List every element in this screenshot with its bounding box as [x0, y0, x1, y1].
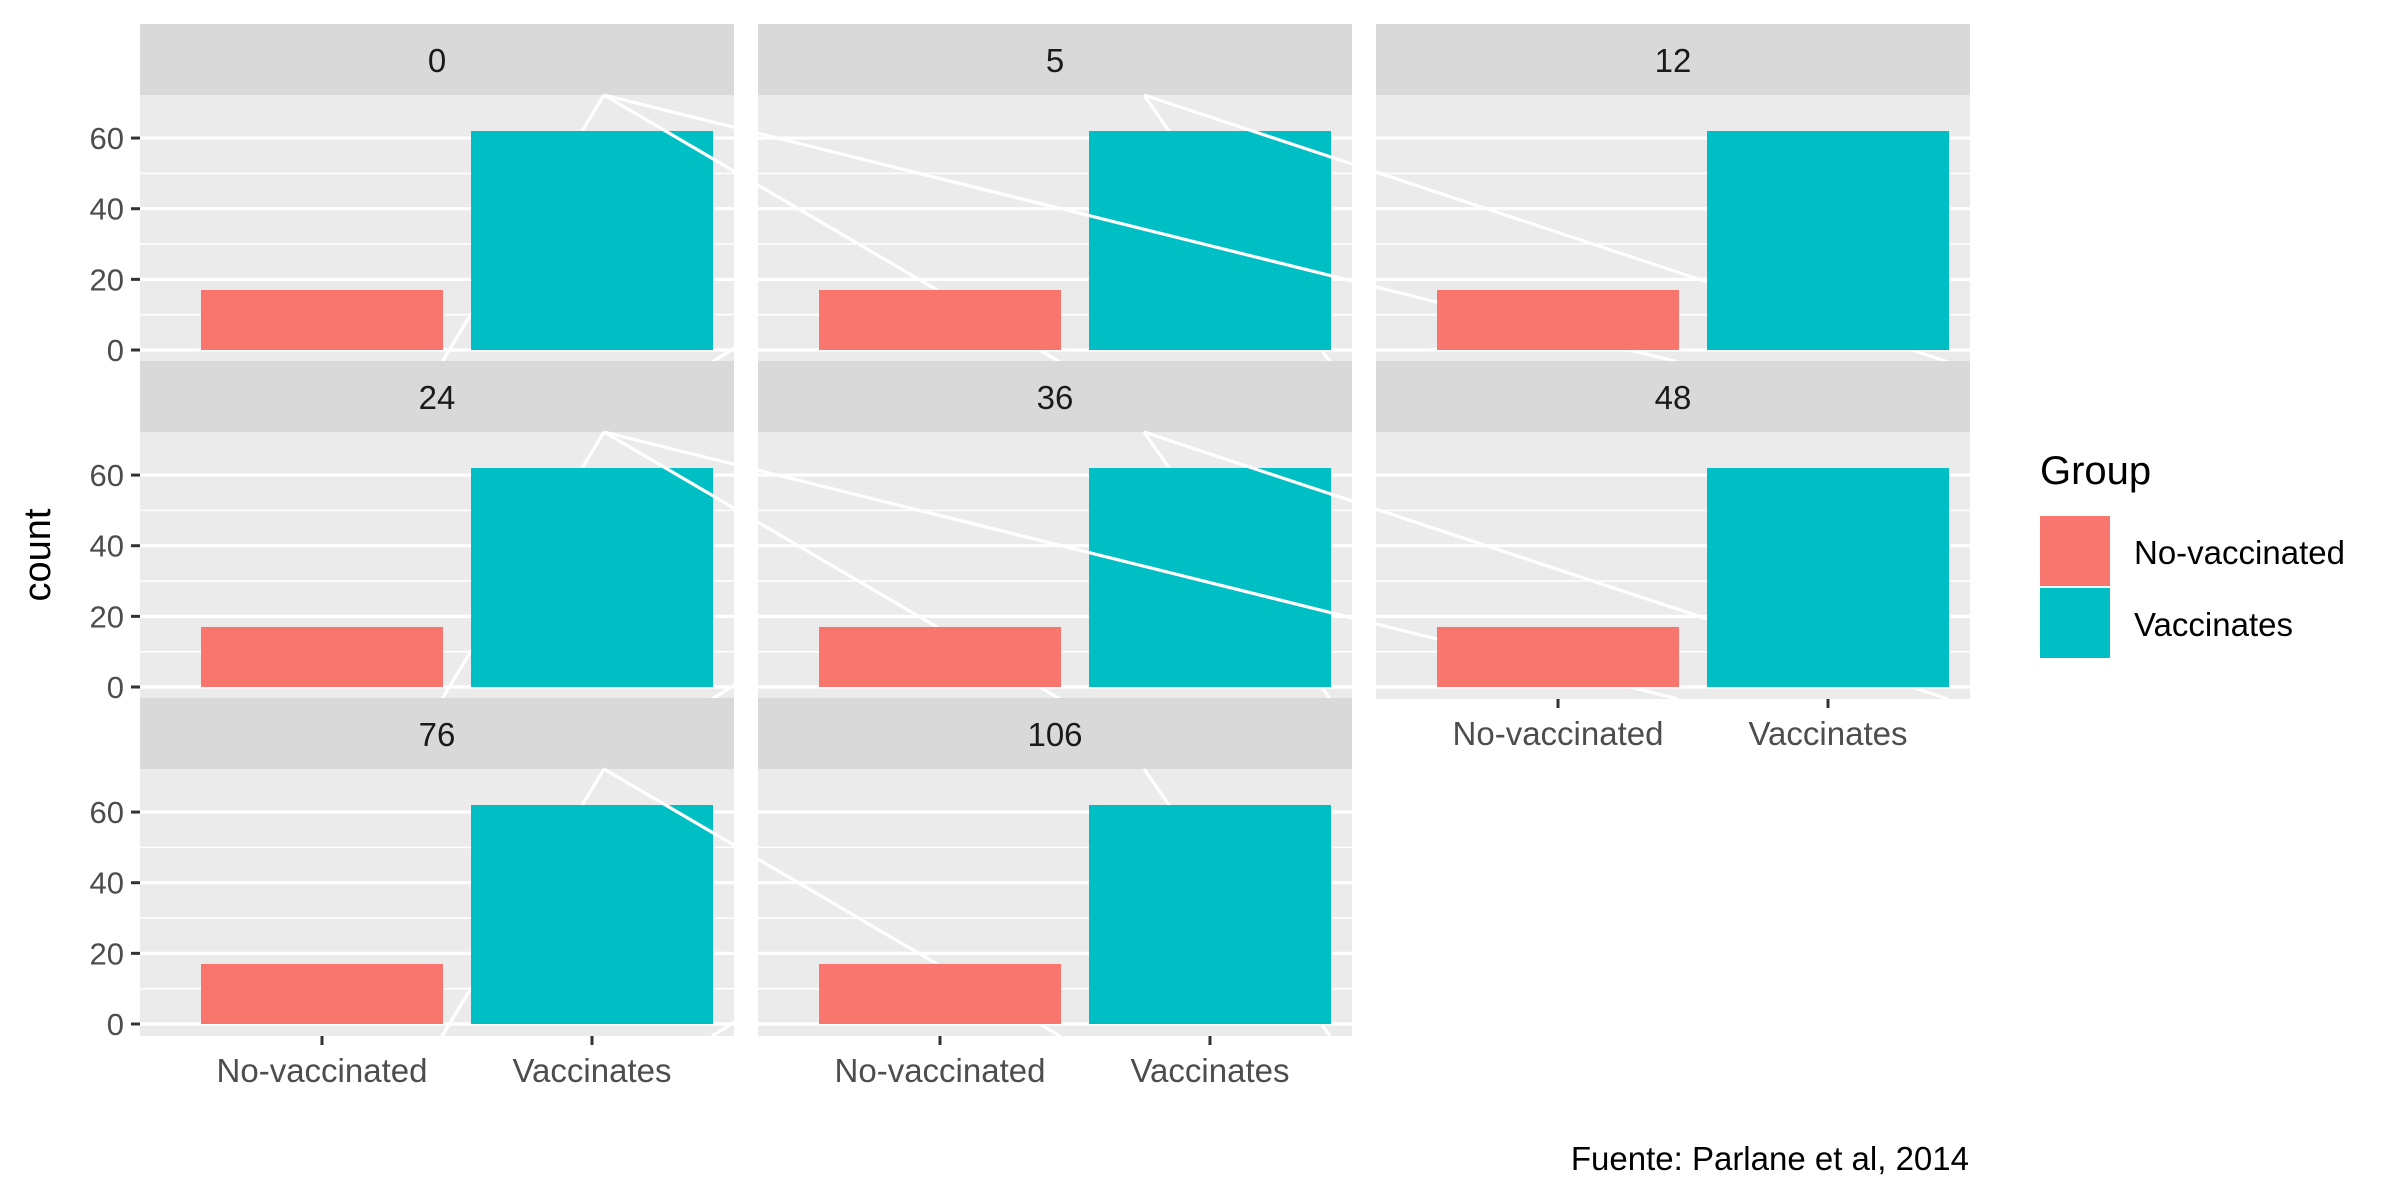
legend-title: Group — [2040, 449, 2151, 493]
bar-no-vaccinated — [201, 289, 443, 350]
facet-strip-label: 24 — [419, 379, 456, 416]
legend-label-vaccinates: Vaccinates — [2134, 606, 2293, 643]
facet-panel-5: 5 — [603, 24, 1352, 364]
facet-strip-label: 106 — [1027, 716, 1082, 753]
bar-vaccinates — [1707, 131, 1949, 350]
bar-vaccinates — [1707, 468, 1949, 687]
facet-strip — [140, 698, 734, 769]
facet-strip — [140, 24, 734, 95]
y-tick-label: 0 — [107, 1007, 124, 1042]
bar-no-vaccinated — [819, 289, 1061, 350]
bar-vaccinates — [471, 805, 713, 1024]
caption: Fuente: Parlane et al, 2014 — [1571, 1140, 1969, 1177]
x-tick-label: No-vaccinated — [217, 1052, 428, 1089]
bar-no-vaccinated — [201, 963, 443, 1024]
facet-strip-label: 76 — [419, 716, 456, 753]
x-tick-label: Vaccinates — [1749, 715, 1908, 752]
legend-key-no-vaccinated — [2040, 516, 2110, 586]
facet-strip — [140, 361, 734, 432]
bar-no-vaccinated — [1437, 289, 1679, 350]
y-tick-label: 20 — [90, 936, 124, 971]
bar-no-vaccinated — [1437, 626, 1679, 687]
x-tick-label: Vaccinates — [1131, 1052, 1290, 1089]
legend-label-no-vaccinated: No-vaccinated — [2134, 534, 2345, 571]
y-tick-label: 60 — [90, 795, 124, 830]
bar-vaccinates — [1089, 468, 1331, 687]
facet-strip-label: 0 — [428, 42, 446, 79]
y-axis-title: count — [17, 508, 59, 601]
y-tick-label: 0 — [107, 670, 124, 705]
y-tick-label: 40 — [90, 529, 124, 564]
y-tick-label: 60 — [90, 121, 124, 156]
bar-vaccinates — [1089, 131, 1331, 350]
facet-strip — [758, 361, 1352, 432]
facet-strip — [1376, 24, 1970, 95]
facet-panel-106: 106 No-vaccinated Vaccinates — [603, 698, 1352, 1089]
facet-panel-12: 12 — [603, 24, 1970, 364]
facet-panel-24: 24 0 20 40 60 — [90, 361, 1145, 705]
facet-strip — [758, 24, 1352, 95]
x-tick-label: No-vaccinated — [1453, 715, 1664, 752]
bar-no-vaccinated — [201, 626, 443, 687]
facet-strip-label: 5 — [1046, 42, 1064, 79]
bar-vaccinates — [471, 468, 713, 687]
y-tick-label: 20 — [90, 599, 124, 634]
y-tick-label: 20 — [90, 262, 124, 297]
facet-panels: 0 0 20 40 60 5 12 24 0 20 40 60 36 48 No-vaccinated Vac… — [90, 24, 1970, 1089]
y-tick-label: 40 — [90, 866, 124, 901]
y-tick-label: 0 — [107, 333, 124, 368]
facet-panel-48: 48 No-vaccinated Vaccinates — [603, 361, 1970, 752]
x-tick-label: Vaccinates — [513, 1052, 672, 1089]
bar-no-vaccinated — [819, 963, 1061, 1024]
facet-strip-label: 48 — [1655, 379, 1692, 416]
facet-strip — [1376, 361, 1970, 432]
facet-strip-label: 36 — [1037, 379, 1074, 416]
bar-no-vaccinated — [819, 626, 1061, 687]
bar-vaccinates — [471, 131, 713, 350]
facet-strip-label: 12 — [1655, 42, 1692, 79]
y-tick-label: 40 — [90, 192, 124, 227]
bar-vaccinates — [1089, 805, 1331, 1024]
facet-panel-36: 36 — [603, 361, 1352, 701]
y-tick-label: 60 — [90, 458, 124, 493]
x-tick-label: No-vaccinated — [835, 1052, 1046, 1089]
facet-strip — [758, 698, 1352, 769]
legend: Group No-vaccinated Vaccinates — [2040, 449, 2345, 658]
legend-key-vaccinates — [2040, 588, 2110, 658]
facet-panel-76: 76 0 20 40 60 No-vaccinated Vaccinates — [90, 698, 1145, 1089]
facet-panel-0: 0 0 20 40 60 — [90, 24, 1145, 368]
